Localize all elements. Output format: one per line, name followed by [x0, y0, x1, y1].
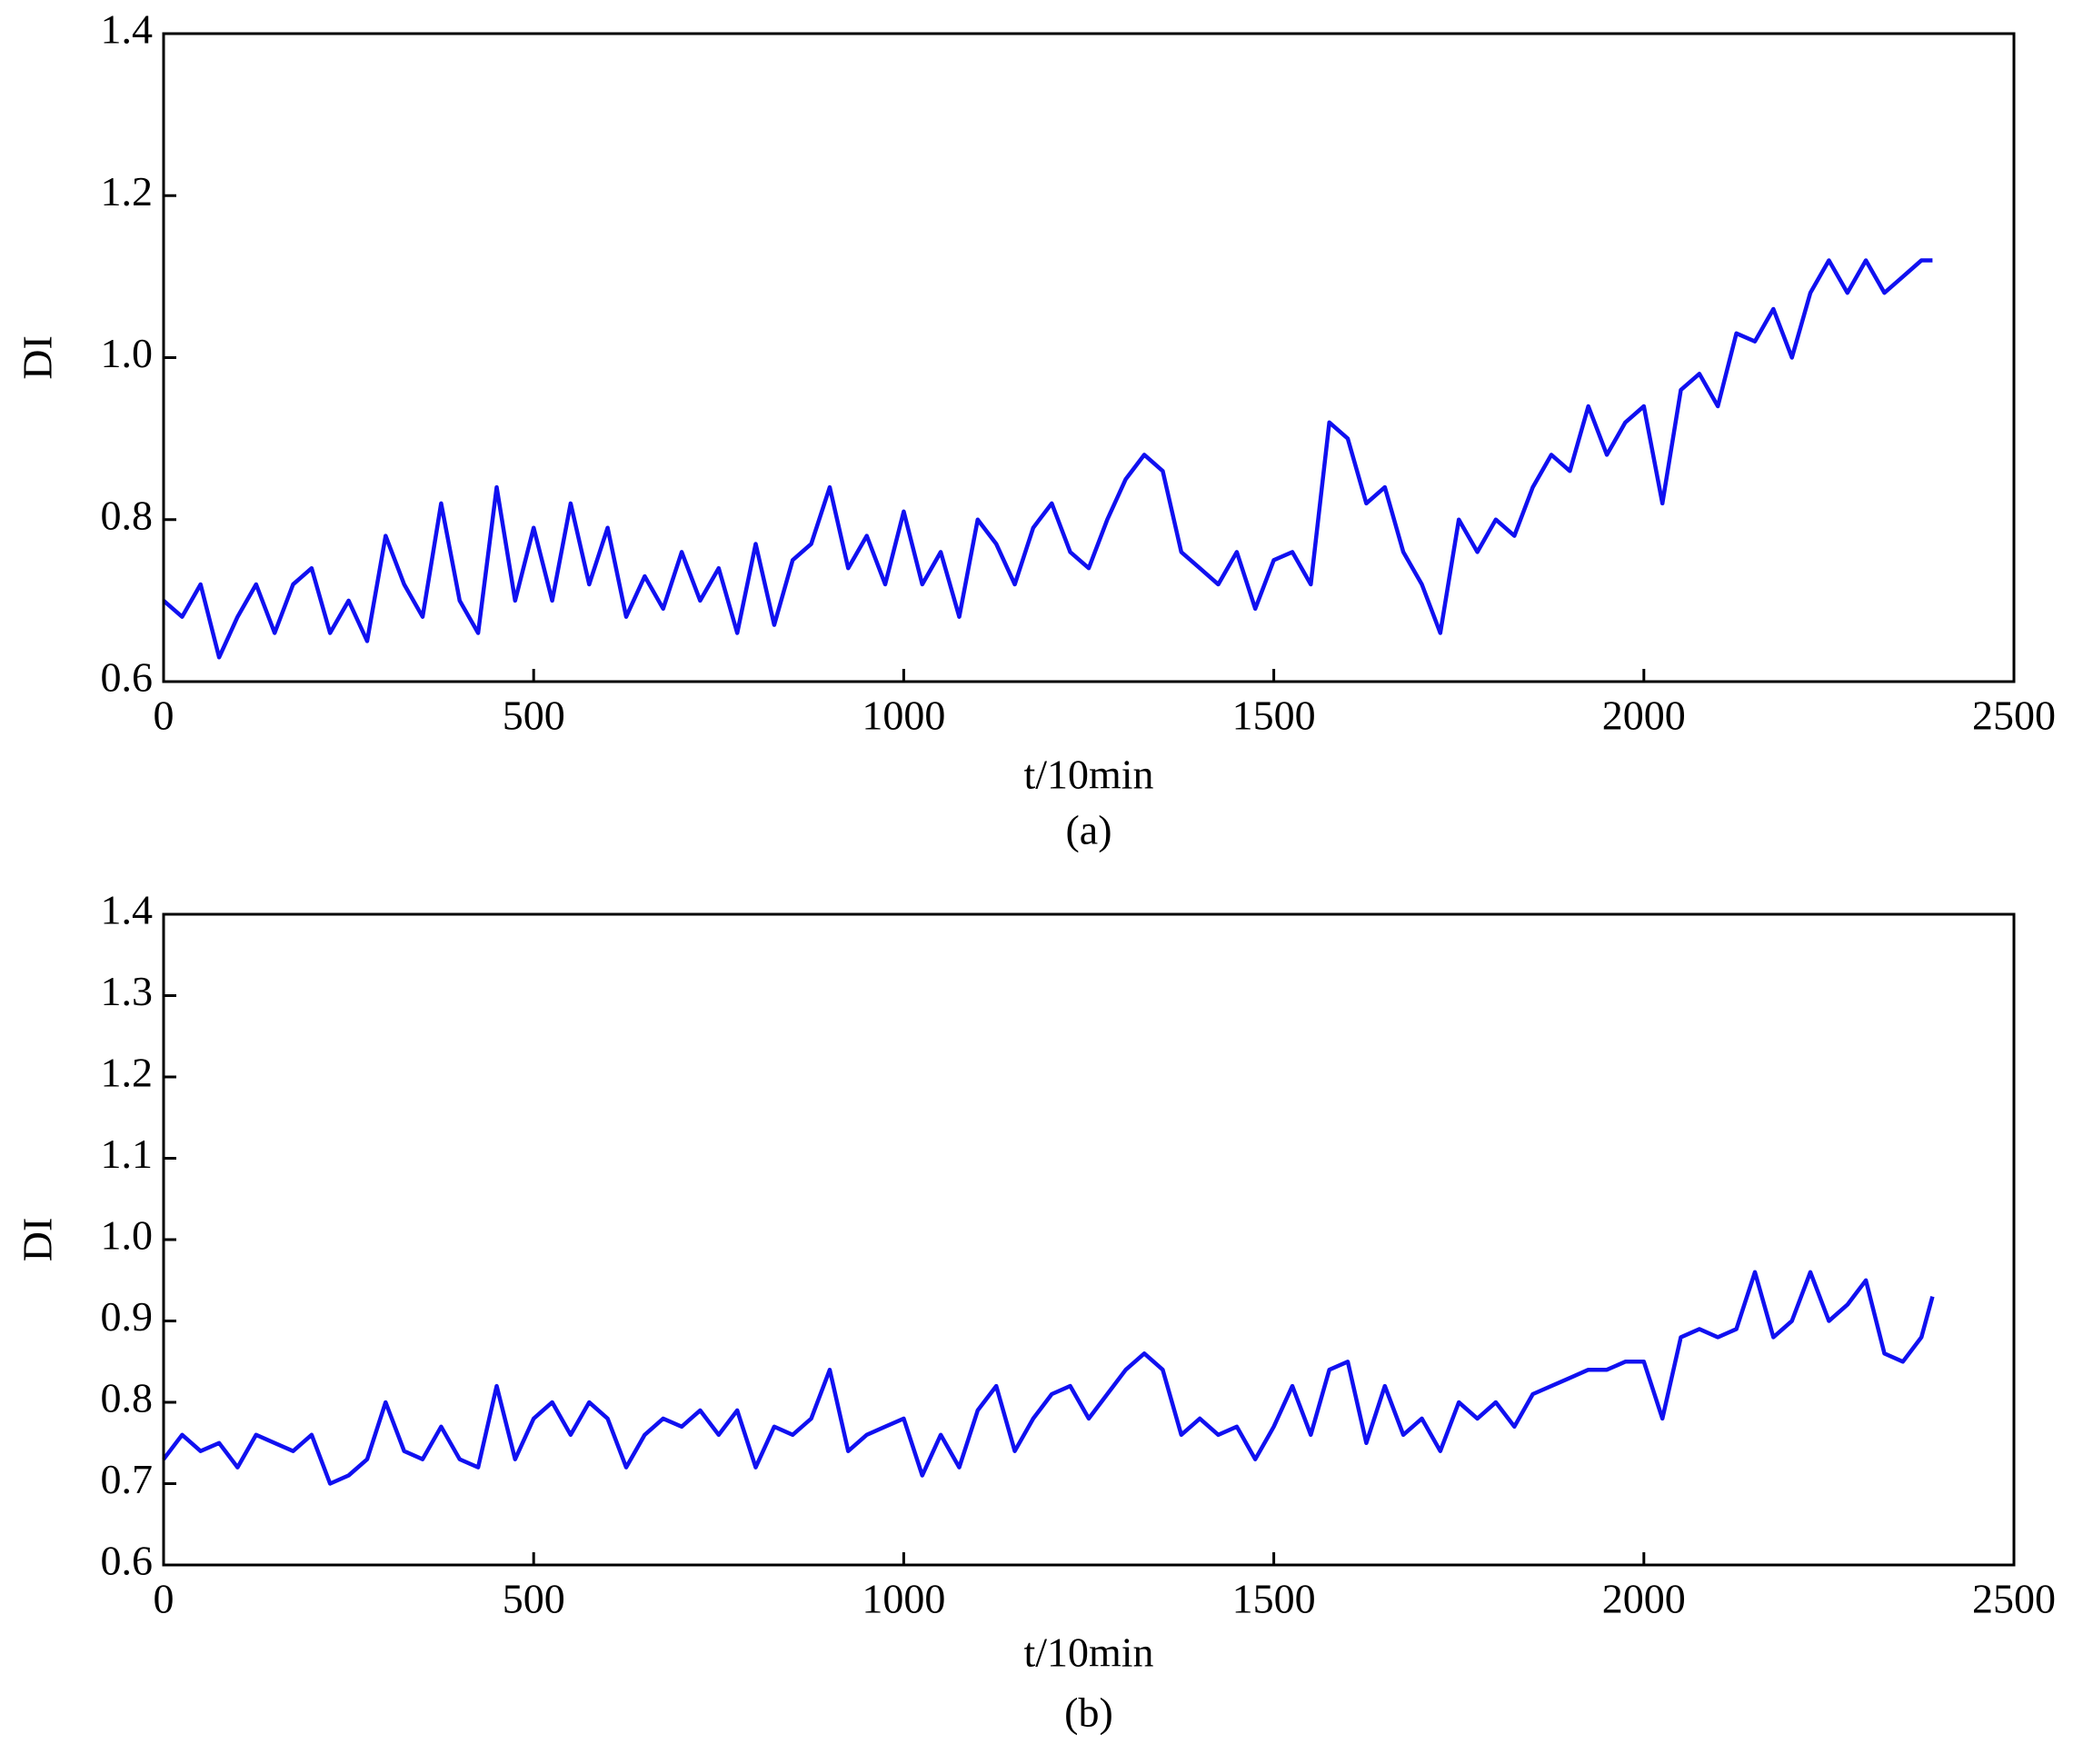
y-tick-label: 1.0: [101, 1212, 154, 1259]
x-tick-label: 1000: [862, 1576, 945, 1622]
data-line: [162, 258, 1933, 660]
y-tick-label: 1.4: [101, 887, 154, 933]
x-axis-label: t/10min: [1023, 752, 1153, 798]
y-tick-label: 1.3: [101, 968, 154, 1014]
x-tick-label: 2000: [1602, 1576, 1686, 1622]
x-tick-label: 0: [154, 1576, 174, 1622]
y-tick-label: 1.2: [101, 168, 154, 214]
x-tick-label: 500: [503, 1576, 565, 1622]
x-tick-label: 1000: [862, 693, 945, 739]
y-tick-label: 1.4: [101, 6, 154, 53]
y-tick-label: 0.6: [101, 1538, 154, 1584]
x-tick-label: 2500: [1972, 693, 2056, 739]
plot-frame: [162, 912, 2016, 1567]
y-tick-label: 0.8: [101, 1375, 154, 1421]
x-axis-label: t/10min: [1023, 1629, 1153, 1676]
y-tick-label: 0.6: [101, 654, 154, 701]
caption: (b): [1064, 1689, 1113, 1736]
x-tick-label: 1500: [1232, 693, 1316, 739]
x-tick-label: 500: [503, 693, 565, 739]
caption: (a): [1065, 807, 1111, 853]
x-tick-label: 2500: [1972, 1576, 2056, 1622]
y-axis-label: DI: [15, 335, 61, 380]
y-tick-label: 0.7: [101, 1456, 154, 1502]
plot-frame: [162, 32, 2016, 683]
y-tick-label: 1.0: [101, 330, 154, 376]
y-tick-label: 1.1: [101, 1131, 154, 1177]
y-tick-label: 0.9: [101, 1293, 154, 1340]
x-tick-label: 0: [154, 693, 174, 739]
y-tick-label: 1.2: [101, 1050, 154, 1096]
y-tick-label: 0.8: [101, 492, 154, 538]
x-tick-label: 1500: [1232, 1576, 1316, 1622]
data-line: [162, 1270, 1935, 1486]
x-tick-label: 2000: [1602, 693, 1686, 739]
y-axis-label: DI: [15, 1218, 61, 1262]
